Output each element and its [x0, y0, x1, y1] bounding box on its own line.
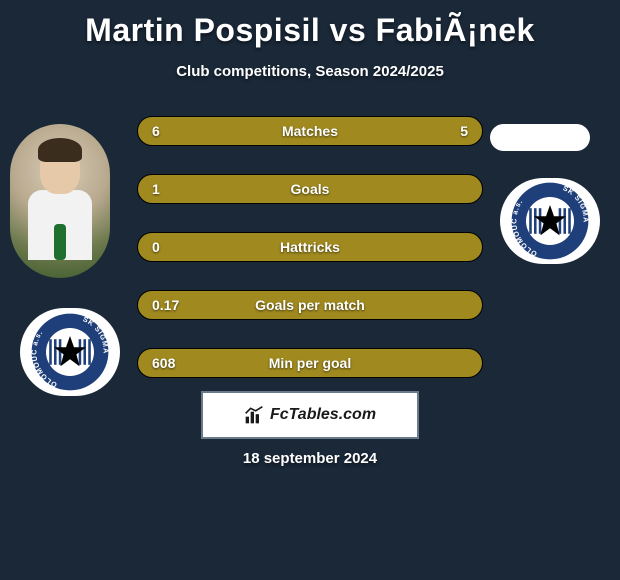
stat-left-value: 0.17: [152, 297, 192, 313]
sigma-crest-icon: SK SIGMA OLOMOUC a.s.: [27, 312, 113, 392]
sigma-crest-icon: SK SIGMA OLOMOUC a.s.: [506, 181, 594, 261]
stat-left-value: 0: [152, 239, 192, 255]
stat-label: Hattricks: [280, 239, 340, 255]
subtitle: Club competitions, Season 2024/2025: [0, 63, 620, 80]
stat-row-mpg: 608 Min per goal: [137, 348, 483, 378]
footer-date: 18 september 2024: [243, 450, 377, 467]
team-right-crest: SK SIGMA OLOMOUC a.s.: [500, 178, 600, 264]
stat-label: Min per goal: [269, 355, 351, 371]
avatar-jersey-stripe: [54, 224, 66, 260]
stat-row-gpm: 0.17 Goals per match: [137, 290, 483, 320]
page-title: Martin Pospisil vs FabiÃ¡nek: [0, 0, 620, 49]
stat-left-value: 6: [152, 123, 192, 139]
stat-left-value: 1: [152, 181, 192, 197]
bar-chart-icon: [244, 405, 264, 425]
team-left-crest: SK SIGMA OLOMOUC a.s.: [20, 308, 120, 396]
stat-label: Matches: [282, 123, 338, 139]
avatar-hair: [38, 138, 82, 162]
stat-row-goals: 1 Goals: [137, 174, 483, 204]
stat-row-matches: 6 Matches 5: [137, 116, 483, 146]
stat-label: Goals per match: [255, 297, 365, 313]
stat-right-value: 5: [428, 123, 468, 139]
stat-label: Goals: [291, 181, 330, 197]
footer-brand-badge: FcTables.com: [201, 391, 419, 439]
stat-row-hattricks: 0 Hattricks: [137, 232, 483, 262]
stat-left-value: 608: [152, 355, 192, 371]
player-left-avatar: [10, 124, 110, 278]
footer-brand-text: FcTables.com: [270, 406, 376, 424]
player-right-placeholder: [490, 124, 590, 151]
